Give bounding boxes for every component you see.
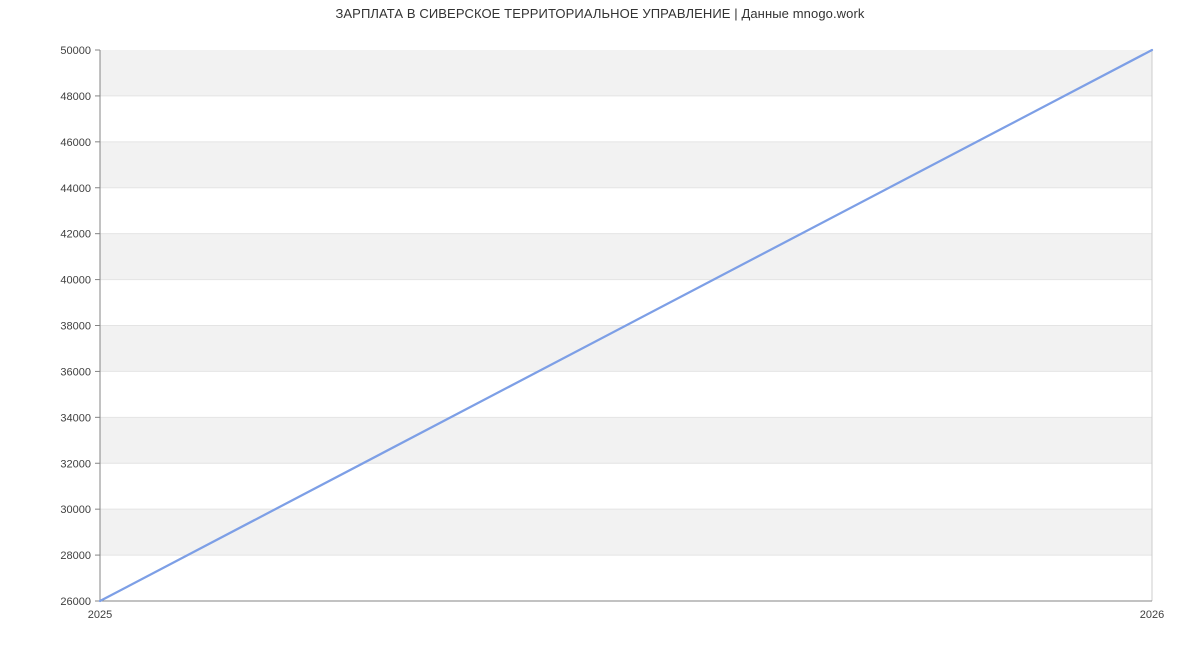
x-tick-label: 2025 (88, 609, 112, 621)
y-tick-label: 38000 (60, 321, 91, 333)
salary-trend-line (98, 48, 1154, 603)
x-tick-label: 2026 (1140, 609, 1164, 621)
y-tick-label: 28000 (60, 550, 91, 562)
y-tick-label: 44000 (60, 183, 91, 195)
plot-band (100, 555, 1152, 601)
plot-band (100, 50, 1152, 96)
y-tick-label: 42000 (60, 229, 91, 241)
plot-band (100, 187, 1152, 234)
y-tick-label: 34000 (60, 412, 91, 424)
y-tick-label: 48000 (60, 91, 91, 103)
plot-band (100, 325, 1152, 372)
plot-band (100, 141, 1152, 188)
y-tick-label: 26000 (60, 596, 91, 608)
plot-band (100, 95, 1152, 142)
y-tick-label: 30000 (60, 504, 91, 516)
plot-band (100, 509, 1152, 556)
y-tick-label: 50000 (60, 45, 91, 57)
plot-band (100, 463, 1152, 510)
plot-band (100, 417, 1152, 464)
y-tick-label: 32000 (60, 458, 91, 470)
y-tick-label: 36000 (60, 366, 91, 378)
y-tick-label: 40000 (60, 275, 91, 287)
plot-band (100, 371, 1152, 418)
y-tick-label: 46000 (60, 137, 91, 149)
chart-title: ЗАРПЛАТА В СИВЕРСКОЕ ТЕРРИТОРИАЛЬНОЕ УПР… (335, 6, 865, 21)
plot-band (100, 279, 1152, 326)
plot-band (100, 233, 1152, 280)
